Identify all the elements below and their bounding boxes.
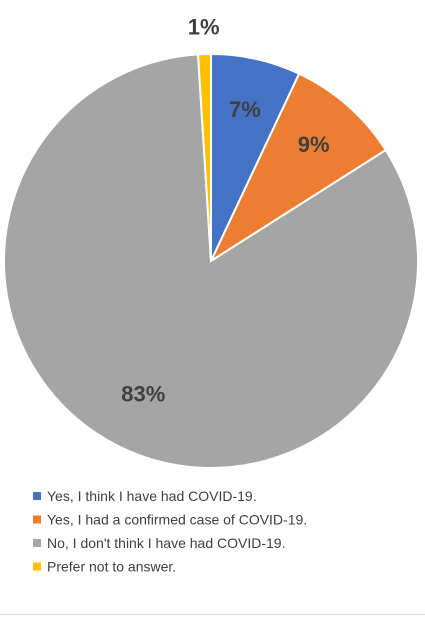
pie-slices — [3, 52, 420, 469]
legend-label-4: Prefer not to answer. — [47, 559, 176, 575]
pie-slice-3 — [3, 53, 420, 469]
pie-slice-2 — [208, 72, 388, 264]
legend-label-2: Yes, I had a confirmed case of COVID-19. — [47, 512, 307, 528]
legend-swatch-4 — [33, 562, 41, 571]
bottom-divider — [0, 614, 425, 615]
slice-label-2: 9% — [298, 132, 330, 157]
legend-swatch-2 — [33, 515, 41, 524]
legend-swatch-1 — [33, 492, 41, 500]
pie-slice-4 — [196, 52, 212, 262]
slice-labels: 7% 9% 83% 1% — [121, 15, 329, 407]
legend: Yes, I think I have had COVID-19. Yes, I … — [33, 488, 307, 575]
slice-label-3: 83% — [121, 381, 165, 406]
slice-label-1: 7% — [229, 97, 261, 122]
legend-swatch-3 — [33, 539, 41, 547]
slice-label-4: 1% — [188, 15, 220, 40]
legend-label-1: Yes, I think I have had COVID-19. — [47, 488, 257, 504]
legend-label-3: No, I don't think I have had COVID-19. — [47, 535, 285, 551]
